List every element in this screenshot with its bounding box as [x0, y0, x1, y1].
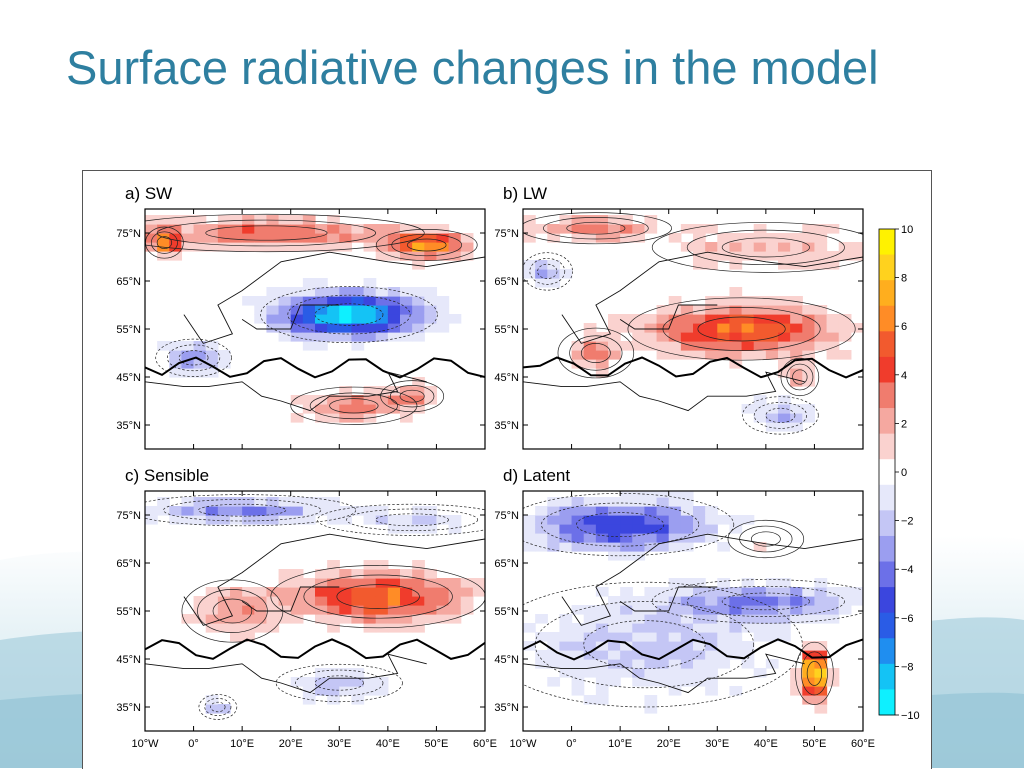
y-tick-label: 45°N [494, 654, 519, 666]
x-tick-label: 60°E [473, 738, 497, 750]
x-tick-label: 50°E [802, 738, 826, 750]
panel-b-label: b) LW [503, 184, 547, 203]
colorbar-bin [879, 689, 895, 716]
colorbar-tick-label: 2 [901, 418, 907, 430]
x-tick-label: 10°E [230, 738, 254, 750]
x-tick-label: 50°E [424, 738, 448, 750]
x-tick-label: 20°E [657, 738, 681, 750]
colorbar-bin [879, 280, 895, 307]
figure-frame: a) SW 75°N 65°N 55°N 45°N 35°N b) LW 75°N 65°N 55… [82, 170, 932, 769]
y-tick-label: 45°N [116, 654, 141, 666]
x-tick-label: 0° [188, 738, 199, 750]
colorbar-tick-label: 0 [901, 467, 907, 479]
colorbar-bin [879, 663, 895, 690]
y-tick-label: 75°N [116, 510, 141, 522]
heatmap-figure: a) SW 75°N 65°N 55°N 45°N 35°N b) LW 75°N 65°N 55… [116, 184, 920, 750]
colorbar-bin [879, 484, 895, 511]
panel-b: b) LW 75°N 65°N 55°N 45°N 35°N [494, 184, 864, 450]
x-tick-label: 10°W [509, 738, 537, 750]
slide-title: Surface radiative changes in the model [66, 41, 879, 94]
x-tick-label: 60°E [851, 738, 875, 750]
y-tick-label: 35°N [116, 702, 141, 714]
y-tick-label: 55°N [494, 606, 519, 618]
x-tick-label: 20°E [279, 738, 303, 750]
colorbar-bin [879, 254, 895, 281]
y-tick-label: 45°N [494, 372, 519, 384]
colorbar-bin [879, 638, 895, 665]
x-tick-label: 10°W [131, 738, 159, 750]
panel-d-field [523, 491, 863, 731]
colorbar-tick-label: 10 [901, 224, 913, 236]
y-tick-label: 65°N [494, 276, 519, 288]
colorbar-bin [879, 510, 895, 537]
colorbar-bin [879, 382, 895, 409]
colorbar-bin [879, 331, 895, 358]
panel-c: c) Sensible 75°N 65°N 55°N 45°N 35°N 10°W 0° 10°… [116, 466, 497, 750]
colorbar-tick-label: −2 [901, 516, 914, 528]
colorbar-tick-label: −10 [901, 710, 920, 722]
colorbar-bin [879, 535, 895, 563]
y-tick-label: 55°N [116, 324, 141, 336]
panel-a-field [145, 209, 485, 449]
y-tick-label: 65°N [116, 558, 141, 570]
colorbar-bin [879, 305, 895, 332]
panel-c-field [145, 491, 485, 731]
y-tick-label: 35°N [494, 420, 519, 432]
colorbar-tick-label: 8 [901, 273, 907, 285]
colorbar-bin [879, 229, 895, 256]
colorbar: 10 8 6 4 2 0 −2 −4 −6 −8 −10 [878, 224, 920, 722]
x-tick-label: 40°E [376, 738, 400, 750]
colorbar-bin [879, 459, 895, 486]
colorbar-tick-label: 4 [901, 370, 907, 382]
x-tick-label: 30°E [705, 738, 729, 750]
colorbar-bin [879, 561, 895, 588]
x-tick-label: 30°E [327, 738, 351, 750]
y-tick-label: 45°N [116, 372, 141, 384]
x-tick-label: 10°E [608, 738, 632, 750]
y-tick-label: 65°N [494, 558, 519, 570]
x-tick-label: 0° [566, 738, 577, 750]
y-tick-label: 55°N [494, 324, 519, 336]
colorbar-bin [879, 356, 895, 383]
x-tick-label: 40°E [754, 738, 778, 750]
y-tick-label: 75°N [116, 228, 141, 240]
y-tick-label: 75°N [494, 228, 519, 240]
y-tick-label: 35°N [494, 702, 519, 714]
panel-d-label: d) Latent [503, 466, 570, 485]
panel-b-field [523, 209, 863, 449]
y-tick-label: 75°N [494, 510, 519, 522]
panel-d: d) Latent 75°N 65°N 55°N 45°N 35°N 10°W 0° 10°E 2… [494, 466, 875, 750]
colorbar-bin [879, 433, 895, 460]
colorbar-bin [879, 612, 895, 639]
panel-a-label: a) SW [125, 184, 172, 203]
colorbar-bin [879, 408, 895, 435]
colorbar-tick-label: −4 [901, 564, 914, 576]
y-tick-label: 35°N [116, 420, 141, 432]
panel-a: a) SW 75°N 65°N 55°N 45°N 35°N [116, 184, 486, 450]
colorbar-tick-label: 6 [901, 321, 907, 333]
y-tick-label: 65°N [116, 276, 141, 288]
panel-c-label: c) Sensible [125, 466, 209, 485]
colorbar-tick-label: −6 [901, 613, 914, 625]
colorbar-bin [879, 587, 895, 614]
y-tick-label: 55°N [116, 606, 141, 618]
colorbar-tick-label: −8 [901, 661, 914, 673]
